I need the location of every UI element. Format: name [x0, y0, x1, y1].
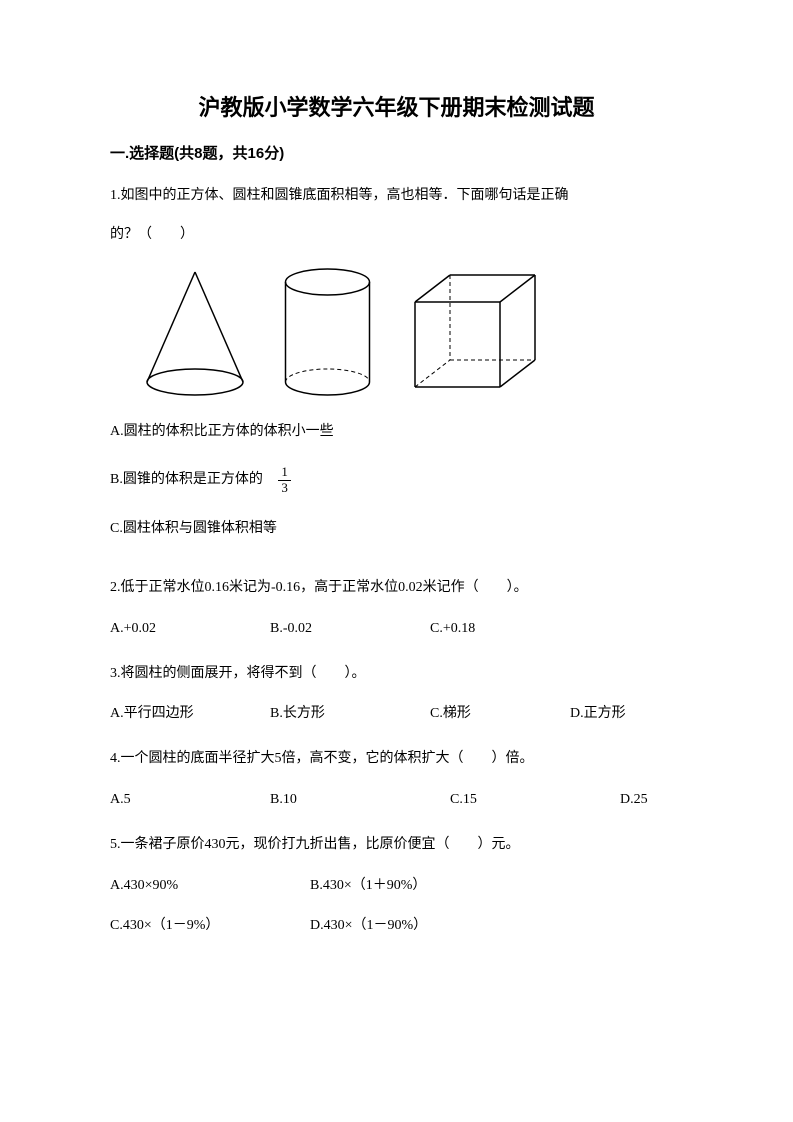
- q1-option-a: A.圆柱的体积比正方体的体积小一些: [110, 417, 683, 448]
- q1-option-b: B.圆锥的体积是正方体的 1 3: [110, 465, 683, 496]
- cylinder-shape: [280, 267, 375, 397]
- q4-option-c: C.15: [450, 785, 620, 816]
- cone-shape: [140, 267, 250, 397]
- q3-option-a: A.平行四边形: [110, 699, 270, 730]
- q5-option-a: A.430×90%: [110, 871, 310, 902]
- cube-shape: [405, 267, 545, 397]
- question-2: 2.低于正常水位0.16米记为-0.16，高于正常水位0.02米记作（ ）。: [110, 573, 683, 604]
- q3-option-c: C.梯形: [430, 699, 570, 730]
- page-title: 沪教版小学数学六年级下册期末检测试题: [110, 90, 683, 122]
- q5-options-row2: C.430×（1－9%） D.430×（1－90%）: [110, 911, 683, 942]
- q2-option-c: C.+0.18: [430, 614, 570, 645]
- section-header: 一.选择题(共8题，共16分): [110, 142, 683, 163]
- q1-text-line2: 的？（ ）: [110, 220, 683, 251]
- q5-option-d: D.430×（1－90%）: [310, 911, 510, 942]
- fraction-numerator: 1: [278, 465, 291, 480]
- question-1: 1.如图中的正方体、圆柱和圆锥底面积相等，高也相等．下面哪句话是正确 的？（ ）: [110, 181, 683, 251]
- q1-optb-prefix: B.圆锥的体积是正方体的: [110, 472, 263, 487]
- q2-option-a: A.+0.02: [110, 614, 270, 645]
- q2-option-b: B.-0.02: [270, 614, 430, 645]
- q5-option-b: B.430×（1＋90%）: [310, 871, 510, 902]
- fraction-one-third: 1 3: [278, 465, 291, 495]
- q1-option-c: C.圆柱体积与圆锥体积相等: [110, 514, 683, 545]
- q5-options-row1: A.430×90% B.430×（1＋90%）: [110, 871, 683, 902]
- q2-options: A.+0.02 B.-0.02 C.+0.18: [110, 614, 683, 645]
- q3-option-b: B.长方形: [270, 699, 430, 730]
- question-5: 5.一条裙子原价430元，现价打九折出售，比原价便宜（ ）元。: [110, 830, 683, 861]
- question-4: 4.一个圆柱的底面半径扩大5倍，高不变，它的体积扩大（ ）倍。: [110, 744, 683, 775]
- q1-text-line1: 1.如图中的正方体、圆柱和圆锥底面积相等，高也相等．下面哪句话是正确: [110, 181, 683, 212]
- q3-options: A.平行四边形 B.长方形 C.梯形 D.正方形: [110, 699, 683, 730]
- q3-option-d: D.正方形: [570, 699, 690, 730]
- q5-option-c: C.430×（1－9%）: [110, 911, 310, 942]
- fraction-denominator: 3: [278, 481, 291, 495]
- q4-options: A.5 B.10 C.15 D.25: [110, 785, 683, 816]
- q4-option-d: D.25: [620, 785, 680, 816]
- q4-option-a: A.5: [110, 785, 270, 816]
- shapes-figure: [140, 267, 683, 397]
- q4-option-b: B.10: [270, 785, 450, 816]
- question-3: 3.将圆柱的侧面展开，将得不到（ ）。: [110, 659, 683, 690]
